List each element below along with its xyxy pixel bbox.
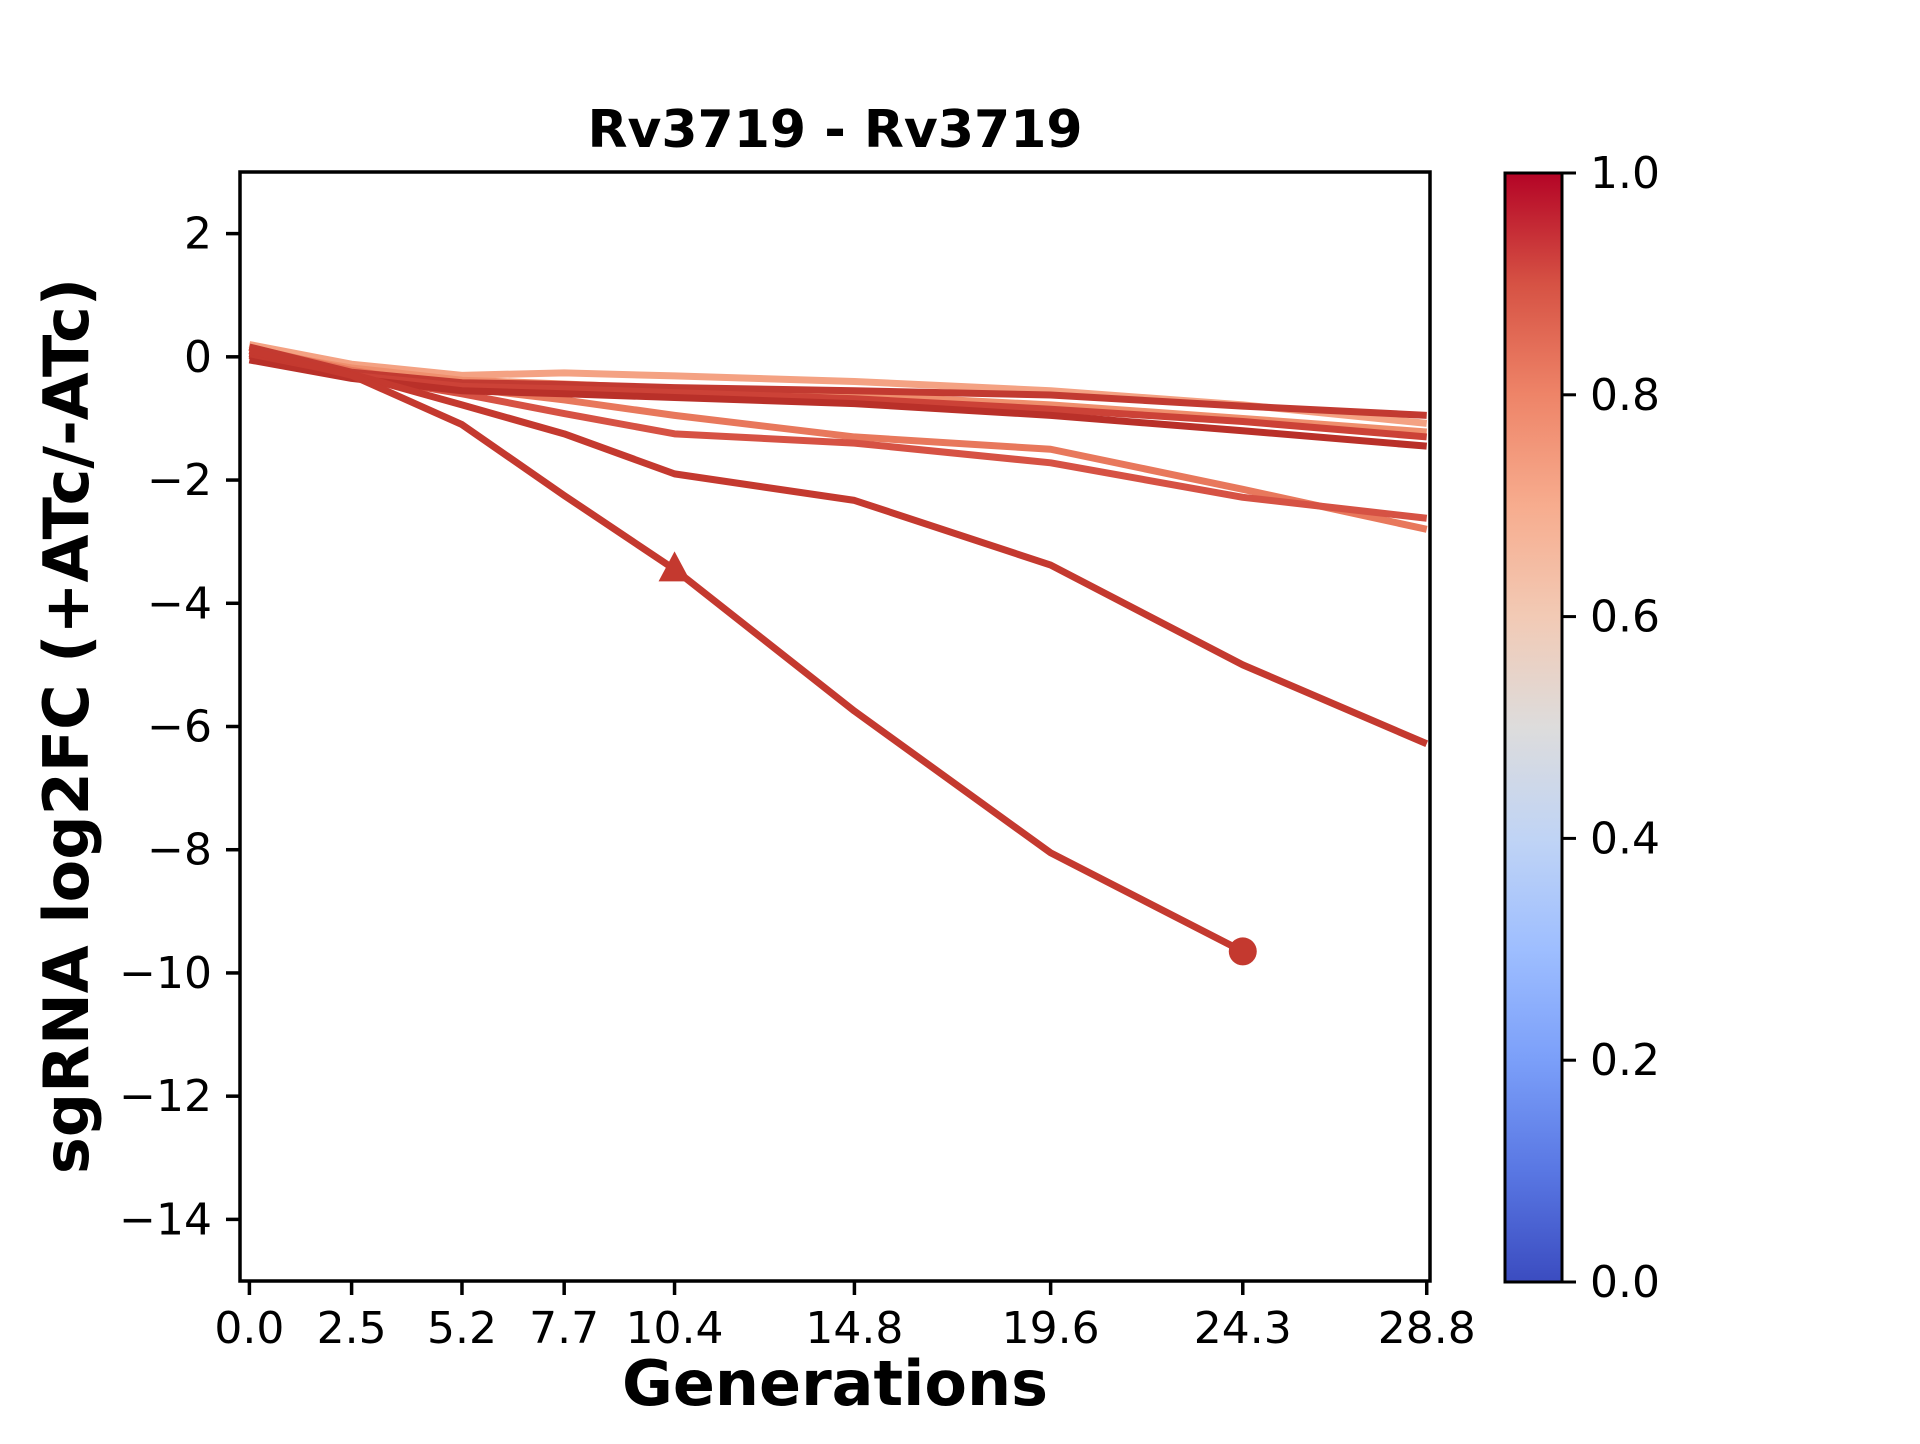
triangle-marker <box>658 551 691 582</box>
x-tick-label: 14.8 <box>805 1303 903 1354</box>
y-tick-label: −14 <box>119 1194 212 1245</box>
y-tick-label: −6 <box>147 702 212 753</box>
x-tick-label: 10.4 <box>626 1303 724 1354</box>
y-tick-label: −2 <box>147 455 212 506</box>
x-tick-label: 28.8 <box>1378 1303 1476 1354</box>
x-tick-label: 24.3 <box>1194 1303 1292 1354</box>
x-axis-label: Generations <box>622 1347 1048 1420</box>
x-tick-label: 0.0 <box>214 1303 284 1354</box>
colorbar-tick-label: 0.8 <box>1590 370 1660 421</box>
y-tick-label: −12 <box>119 1071 212 1122</box>
y-tick-label: 0 <box>184 332 212 383</box>
x-tick-label: 2.5 <box>317 1303 387 1354</box>
colorbar-tick-label: 0.4 <box>1590 813 1660 864</box>
colorbar-tick-label: 0.2 <box>1590 1035 1660 1086</box>
colorbar-tick-label: 0.6 <box>1590 592 1660 643</box>
chart-title: Rv3719 - Rv3719 <box>587 100 1082 160</box>
colorbar-gradient <box>1505 173 1562 1282</box>
x-tick-label: 5.2 <box>427 1303 497 1354</box>
series-line <box>248 347 1245 955</box>
colorbar-tick-label: 1.0 <box>1590 148 1660 199</box>
circle-marker <box>1228 937 1257 966</box>
y-tick-label: −8 <box>147 825 212 876</box>
series-line <box>248 350 1429 747</box>
y-tick-label: 2 <box>184 209 212 260</box>
y-tick-label: −4 <box>147 578 212 629</box>
colorbar-border <box>1503 171 1564 1284</box>
x-tick-label: 19.6 <box>1002 1303 1100 1354</box>
x-tick-label: 7.7 <box>529 1303 599 1354</box>
colorbar-tick-label: 0.0 <box>1590 1257 1660 1308</box>
y-axis-label: sgRNA log2FC (+ATc/-ATc) <box>30 278 103 1174</box>
plot-border <box>238 170 1432 1283</box>
y-tick-label: −10 <box>119 948 212 999</box>
